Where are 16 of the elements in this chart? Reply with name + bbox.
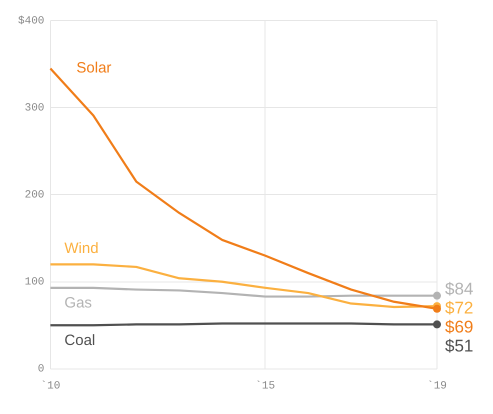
x-tick-label: `10 xyxy=(40,380,60,392)
data-label: $72 xyxy=(445,298,474,318)
data-label: $69 xyxy=(445,317,474,336)
y-tick-label: 100 xyxy=(24,276,44,289)
data-label: $51 xyxy=(445,336,474,356)
y-tick-label: $400 xyxy=(18,16,44,28)
y-tick-label: 0 xyxy=(38,364,44,376)
series-label: Coal xyxy=(64,332,96,349)
x-tick-label: `15 xyxy=(255,380,276,392)
x-tick-label: `19 xyxy=(427,380,447,392)
y-tick-label: 200 xyxy=(24,190,44,202)
series-label: Solar xyxy=(76,60,112,77)
series-label: Gas xyxy=(64,294,92,312)
data-label: $84 xyxy=(445,279,474,298)
series-label: Wind xyxy=(64,240,99,257)
y-tick-label: 300 xyxy=(24,102,44,115)
